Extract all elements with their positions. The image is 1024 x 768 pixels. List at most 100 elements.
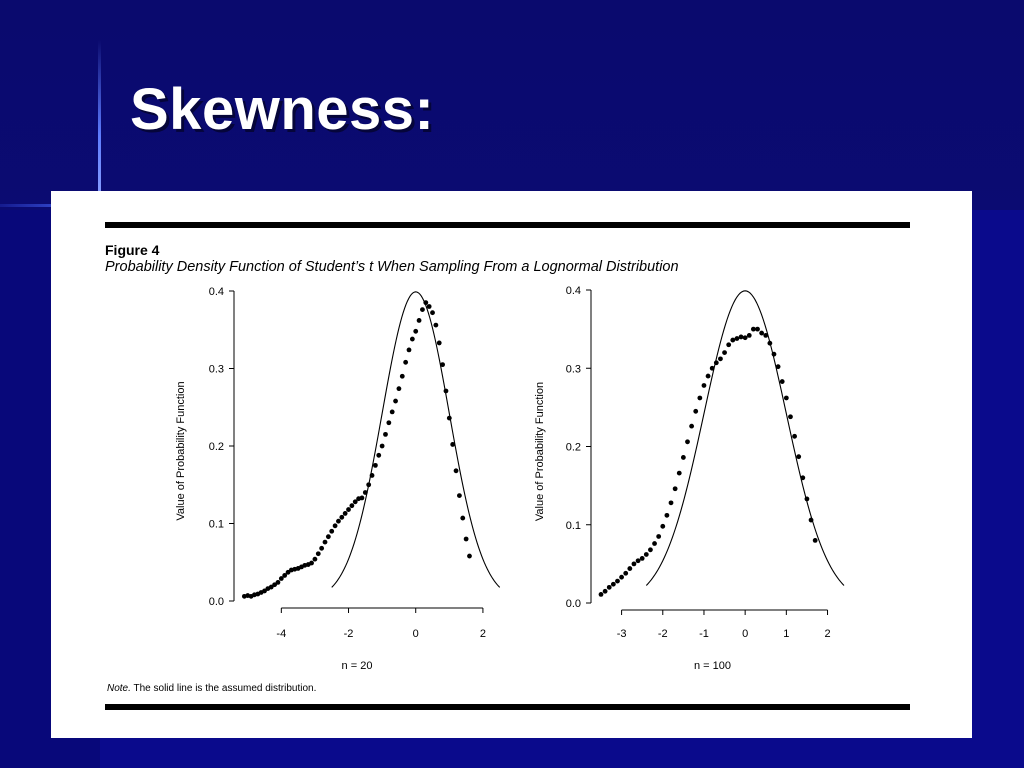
data-point	[648, 547, 653, 553]
chart-n20: 0.0 0.1 0.2 0.3 0.4 -4 -2 0 2 n = 20 Value of Prob…	[175, 286, 501, 672]
data-point	[680, 455, 686, 460]
data-point	[627, 566, 633, 571]
assumed-distribution-line	[331, 291, 501, 588]
data-point	[705, 373, 711, 379]
y-tick-label: 0.4	[566, 285, 581, 297]
data-point	[775, 364, 781, 370]
data-point	[393, 398, 398, 404]
data-point	[285, 569, 291, 575]
data-point	[275, 580, 281, 585]
data-point	[416, 318, 422, 323]
data-point	[763, 332, 769, 338]
y-tick-label: 0.2	[209, 441, 224, 453]
data-point	[453, 468, 459, 474]
x-tick-label: -4	[276, 628, 286, 640]
data-point	[685, 439, 690, 445]
decorative-vertical-line	[98, 40, 101, 200]
figure-caption: Probability Density Function of Student’…	[105, 259, 679, 275]
y-tick-label: 0.2	[566, 442, 581, 454]
data-point	[742, 335, 748, 341]
x-tick-label: 2	[824, 628, 830, 640]
data-point	[399, 373, 405, 379]
data-point	[672, 486, 678, 492]
figure-note-prefix: Note.	[107, 683, 131, 694]
data-point	[722, 350, 727, 355]
data-point	[767, 340, 773, 346]
y-tick-label: 0.0	[566, 598, 581, 610]
data-point	[389, 409, 395, 415]
data-point	[788, 414, 793, 420]
data-point	[615, 578, 620, 584]
assumed-distribution-line	[645, 290, 845, 586]
data-point	[668, 500, 674, 506]
data-point	[639, 555, 645, 561]
x-tick-label: -2	[344, 628, 354, 640]
data-point	[652, 541, 657, 546]
y-axis-label: Value of Probability Function	[175, 381, 187, 520]
data-point	[349, 503, 355, 509]
data-point	[689, 423, 695, 429]
x-tick-label: 2	[480, 628, 486, 640]
data-point	[792, 433, 797, 439]
x-axis-label: n = 100	[694, 660, 731, 672]
x-tick-label: -1	[699, 628, 709, 640]
figure-note-text: The solid line is the assumed distributi…	[131, 683, 316, 694]
data-point	[664, 512, 670, 518]
y-tick-label: 0.1	[209, 519, 224, 531]
figure-panel: Figure 4 Probability Density Function of…	[51, 191, 972, 738]
figure-svg: Figure 4 Probability Density Function of…	[105, 222, 910, 710]
data-point	[430, 310, 435, 316]
data-point	[602, 588, 608, 594]
data-point	[676, 470, 682, 476]
data-point	[278, 576, 284, 581]
data-point	[282, 573, 288, 578]
data-point	[379, 443, 385, 449]
data-point	[329, 528, 335, 534]
data-point	[713, 360, 719, 366]
data-point	[771, 351, 777, 357]
data-point	[359, 495, 365, 501]
data-point	[746, 332, 752, 338]
x-axis-label: n = 20	[342, 660, 373, 672]
data-point	[315, 551, 321, 557]
y-axis-label: Value of Probability Function	[534, 382, 546, 521]
y-tick-label: 0.0	[209, 596, 224, 608]
data-point	[386, 420, 392, 426]
data-point	[697, 395, 703, 401]
data-point	[800, 475, 806, 481]
data-point	[693, 408, 699, 414]
data-point	[420, 307, 425, 312]
data-point	[457, 493, 462, 498]
x-tick-label: -2	[658, 628, 668, 640]
data-point	[423, 300, 429, 306]
data-point	[369, 473, 375, 478]
data-point	[362, 490, 368, 495]
data-point	[403, 359, 409, 365]
bottom-rule	[105, 704, 910, 710]
data-point	[783, 395, 789, 401]
y-tick-label: 0.3	[209, 364, 224, 376]
data-point	[443, 388, 449, 394]
data-point	[325, 534, 331, 540]
data-point	[734, 336, 740, 341]
data-point	[812, 538, 818, 543]
data-point	[366, 482, 372, 488]
data-point	[426, 304, 432, 309]
data-point	[635, 558, 641, 564]
data-point	[433, 322, 439, 328]
data-point	[779, 379, 785, 384]
y-tick-label: 0.3	[566, 363, 581, 375]
data-point	[450, 442, 456, 447]
data-point	[319, 545, 325, 551]
data-point	[383, 431, 388, 437]
data-point	[346, 507, 351, 512]
data-point	[726, 342, 732, 348]
data-point	[759, 330, 765, 336]
data-point	[808, 517, 814, 523]
data-point	[709, 365, 715, 371]
data-point	[730, 337, 736, 343]
data-point	[738, 334, 744, 340]
figure-note: Note. The solid line is the assumed dist…	[107, 683, 316, 694]
data-point	[436, 340, 442, 346]
data-point	[804, 496, 810, 502]
